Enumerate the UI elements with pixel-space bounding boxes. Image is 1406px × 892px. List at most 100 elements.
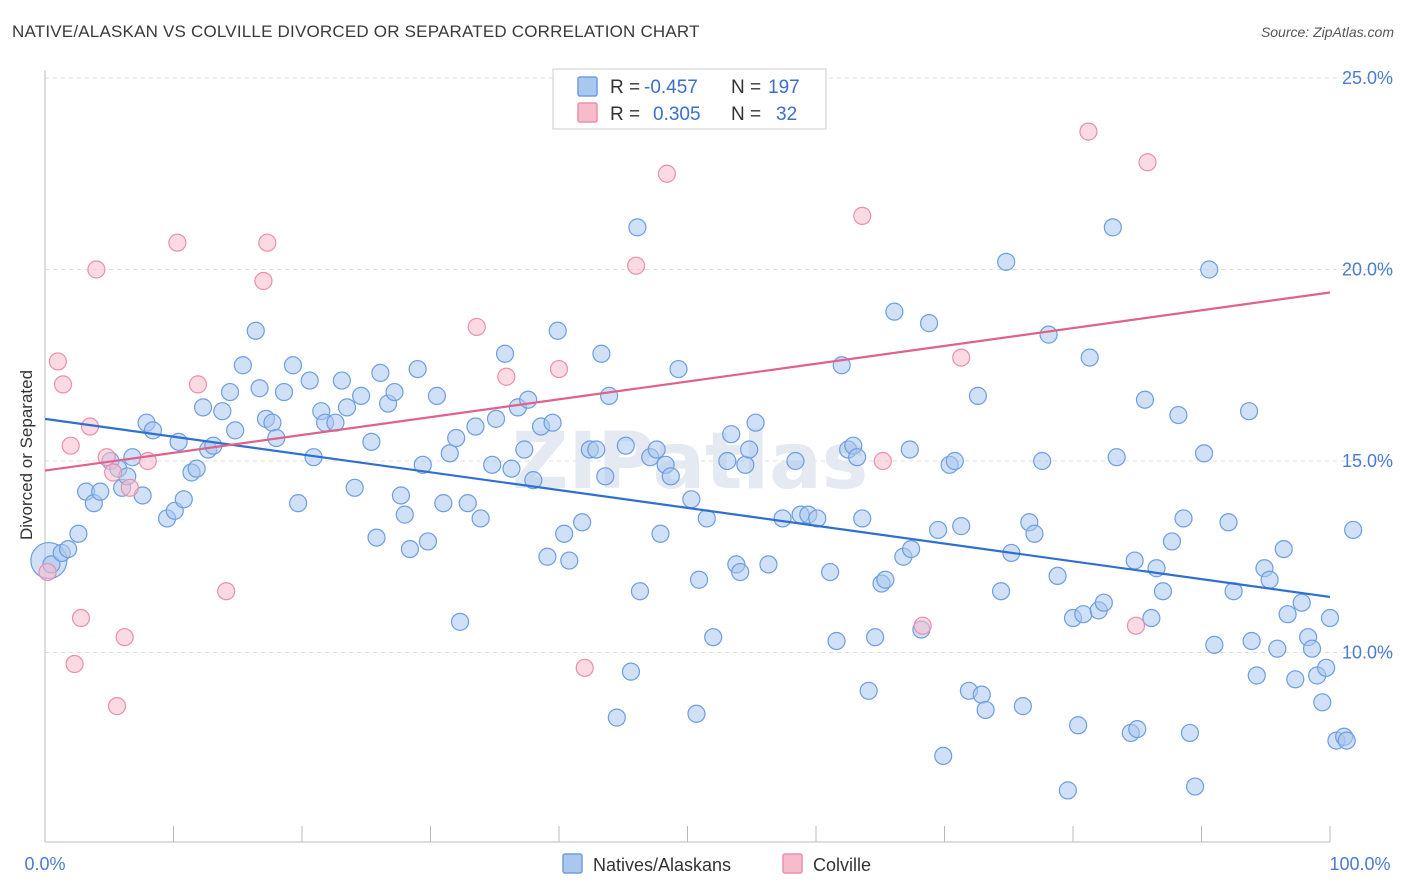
point-natives-148	[1058, 781, 1077, 800]
point-colville-3	[61, 436, 80, 455]
legend-r-label-2: R =	[610, 104, 640, 125]
point-colville-21	[549, 359, 569, 379]
y-axis-title: Divorced or Separated	[17, 370, 36, 540]
point-natives-140	[997, 252, 1016, 271]
point-natives-77	[560, 551, 579, 570]
point-natives-126	[900, 440, 919, 459]
point-natives-100	[718, 451, 737, 471]
point-colville-18	[258, 233, 277, 252]
point-natives-138	[976, 700, 995, 720]
point-natives-58	[440, 444, 459, 463]
point-natives-36	[300, 371, 319, 390]
point-natives-119	[853, 509, 872, 528]
point-natives-134	[952, 517, 971, 536]
point-natives-76	[555, 524, 574, 543]
point-colville-29	[1079, 122, 1098, 141]
point-natives-103	[731, 562, 750, 582]
trend-line-colville	[44, 291, 1331, 472]
point-natives-182	[1286, 670, 1305, 689]
point-colville-23	[626, 256, 646, 275]
point-natives-108	[773, 509, 792, 528]
point-natives-176	[1247, 666, 1266, 685]
point-natives-174	[1239, 402, 1259, 421]
point-natives-181	[1278, 605, 1297, 624]
point-natives-180	[1274, 539, 1293, 559]
point-colville-1	[48, 352, 67, 371]
point-natives-55	[418, 532, 438, 551]
point-natives-188	[1317, 658, 1336, 677]
point-natives-59	[447, 428, 466, 448]
point-natives-171	[1205, 635, 1224, 654]
point-natives-192	[1337, 731, 1356, 750]
point-natives-101	[722, 425, 741, 444]
point-natives-46	[367, 528, 386, 547]
legend-n-label-2: N =	[731, 104, 761, 125]
point-natives-118	[848, 448, 867, 467]
point-natives-90	[647, 440, 666, 459]
point-colville-14	[168, 233, 187, 252]
point-natives-172	[1219, 513, 1238, 532]
point-colville-5	[71, 608, 91, 628]
point-natives-21	[193, 398, 213, 417]
legend-n-value-1: 197	[768, 77, 800, 98]
point-natives-142	[1013, 697, 1032, 716]
point-natives-147	[1048, 566, 1067, 586]
point-natives-42	[337, 398, 357, 417]
point-natives-97	[689, 570, 709, 589]
point-natives-78	[573, 513, 592, 532]
point-natives-109	[786, 451, 805, 471]
point-natives-120	[859, 681, 878, 700]
point-natives-80	[587, 440, 606, 459]
point-colville-26	[873, 451, 892, 471]
point-natives-84	[607, 708, 626, 727]
point-natives-81	[592, 344, 611, 363]
point-natives-87	[628, 218, 647, 237]
trend-line-natives	[44, 417, 1331, 599]
point-natives-64	[483, 455, 502, 474]
point-natives-107	[759, 555, 778, 574]
point-colville-16	[217, 582, 236, 601]
point-natives-99	[704, 628, 723, 647]
point-natives-106	[746, 413, 765, 432]
tick-labels-layer: 10.0% 15.0% 20.0% 25.0% 0.0% 100.0%	[24, 68, 1393, 874]
point-natives-70	[519, 390, 538, 409]
point-natives-175	[1242, 631, 1261, 651]
point-colville-12	[120, 478, 139, 497]
point-colville-15	[188, 375, 208, 394]
point-colville-19	[467, 317, 486, 337]
point-natives-160	[1135, 390, 1155, 409]
point-colville-4	[65, 654, 84, 674]
trend-layer	[44, 291, 1331, 599]
point-natives-14	[143, 421, 163, 440]
point-natives-121	[866, 628, 885, 647]
point-natives-183	[1292, 593, 1311, 612]
point-natives-155	[1103, 218, 1122, 237]
point-natives-44	[352, 386, 371, 405]
point-natives-56	[427, 386, 447, 405]
point-natives-26	[226, 421, 245, 440]
point-natives-151	[1074, 605, 1093, 624]
point-natives-187	[1313, 693, 1332, 712]
point-natives-73	[538, 547, 557, 566]
point-natives-193	[1344, 520, 1363, 540]
point-natives-35	[289, 494, 308, 513]
point-natives-27	[233, 356, 252, 375]
legend-r-value-2: 0.305	[653, 104, 701, 125]
legend-swatch-colville	[577, 102, 598, 123]
legend-box: R = -0.457 N = 197 R = 0.305 N = 32	[552, 68, 827, 130]
point-natives-52	[400, 539, 420, 559]
point-natives-168	[1185, 777, 1205, 796]
point-natives-63	[471, 509, 490, 528]
point-colville-0	[38, 562, 57, 582]
point-natives-124	[885, 302, 904, 321]
point-natives-154	[1094, 593, 1113, 612]
point-natives-156	[1107, 448, 1126, 467]
point-natives-144	[1025, 524, 1044, 543]
point-colville-9	[104, 463, 123, 482]
point-natives-31	[263, 413, 282, 432]
point-natives-18	[174, 490, 193, 509]
points-layer	[30, 122, 1363, 800]
point-natives-20	[187, 459, 206, 478]
point-natives-178	[1260, 570, 1279, 589]
point-natives-83	[600, 386, 619, 405]
